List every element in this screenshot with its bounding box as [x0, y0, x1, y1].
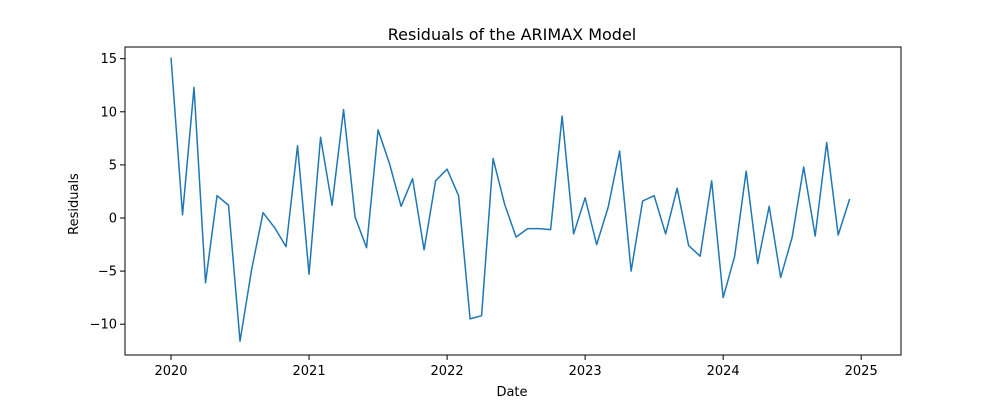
residuals-series-points — [171, 57, 850, 342]
x-tick-label: 2024 — [707, 364, 740, 379]
residuals-series-line — [170, 57, 851, 342]
y-tick-label: 10 — [100, 105, 117, 120]
y-tick-label: 15 — [100, 52, 117, 67]
y-axis-label: Residuals — [67, 173, 82, 235]
y-tick-label: −5 — [98, 265, 117, 280]
x-tick-label: 2025 — [845, 364, 878, 379]
plot-area-frame — [124, 46, 902, 356]
x-tick-label: 2023 — [569, 364, 602, 379]
y-tick-label: 5 — [109, 158, 117, 173]
y-tick-label: 0 — [109, 211, 117, 226]
y-axis: −10 −5 0 5 10 15 — [90, 52, 125, 333]
x-tick-label: 2022 — [431, 364, 464, 379]
x-axis-label: Date — [496, 385, 527, 400]
y-tick-label: −10 — [90, 318, 117, 333]
chart-title: Residuals of the ARIMAX Model — [388, 25, 636, 44]
x-tick-label: 2020 — [154, 364, 187, 379]
x-tick-label: 2021 — [293, 364, 326, 379]
x-axis: 2020 2021 2022 2023 2024 2025 — [154, 355, 878, 379]
